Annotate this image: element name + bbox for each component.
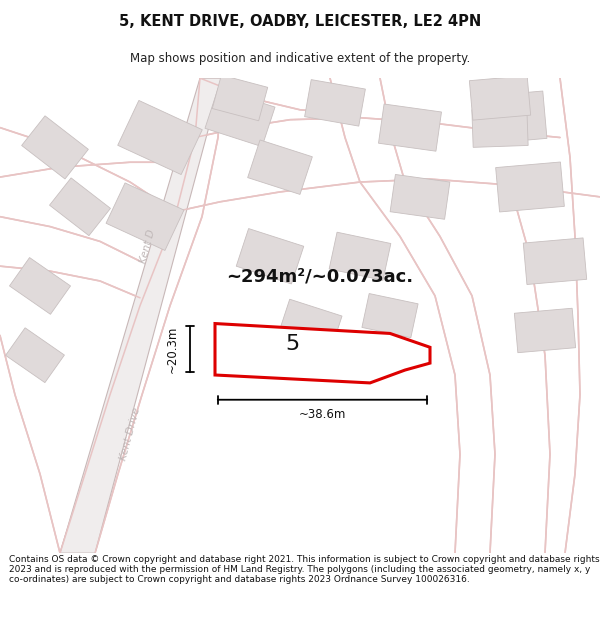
Polygon shape	[50, 178, 110, 236]
Text: Map shows position and indicative extent of the property.: Map shows position and indicative extent…	[130, 52, 470, 65]
Polygon shape	[60, 78, 222, 553]
Polygon shape	[215, 324, 430, 383]
Text: Kent Drive: Kent Drive	[118, 407, 142, 462]
Polygon shape	[472, 108, 528, 148]
Polygon shape	[5, 328, 64, 382]
Text: ~294m²/~0.073ac.: ~294m²/~0.073ac.	[226, 267, 413, 285]
Polygon shape	[22, 116, 88, 179]
Polygon shape	[473, 91, 547, 144]
Polygon shape	[379, 104, 442, 151]
Polygon shape	[362, 294, 418, 338]
Polygon shape	[523, 238, 587, 284]
Text: 5, KENT DRIVE, OADBY, LEICESTER, LE2 4PN: 5, KENT DRIVE, OADBY, LEICESTER, LE2 4PN	[119, 14, 481, 29]
Polygon shape	[205, 89, 275, 147]
Text: Contains OS data © Crown copyright and database right 2021. This information is : Contains OS data © Crown copyright and d…	[9, 554, 599, 584]
Polygon shape	[390, 174, 450, 219]
Polygon shape	[212, 75, 268, 121]
Polygon shape	[236, 229, 304, 284]
Text: ~20.3m: ~20.3m	[166, 326, 179, 373]
Polygon shape	[329, 232, 391, 280]
Text: 5: 5	[286, 334, 299, 354]
Text: ~38.6m: ~38.6m	[299, 408, 346, 421]
Polygon shape	[10, 258, 71, 314]
Polygon shape	[106, 183, 184, 251]
Polygon shape	[514, 308, 575, 352]
Polygon shape	[278, 299, 342, 352]
Polygon shape	[248, 140, 313, 194]
Text: Kent D: Kent D	[139, 228, 157, 264]
Polygon shape	[469, 76, 530, 120]
Polygon shape	[305, 79, 365, 126]
Polygon shape	[118, 101, 202, 174]
Polygon shape	[496, 162, 565, 212]
